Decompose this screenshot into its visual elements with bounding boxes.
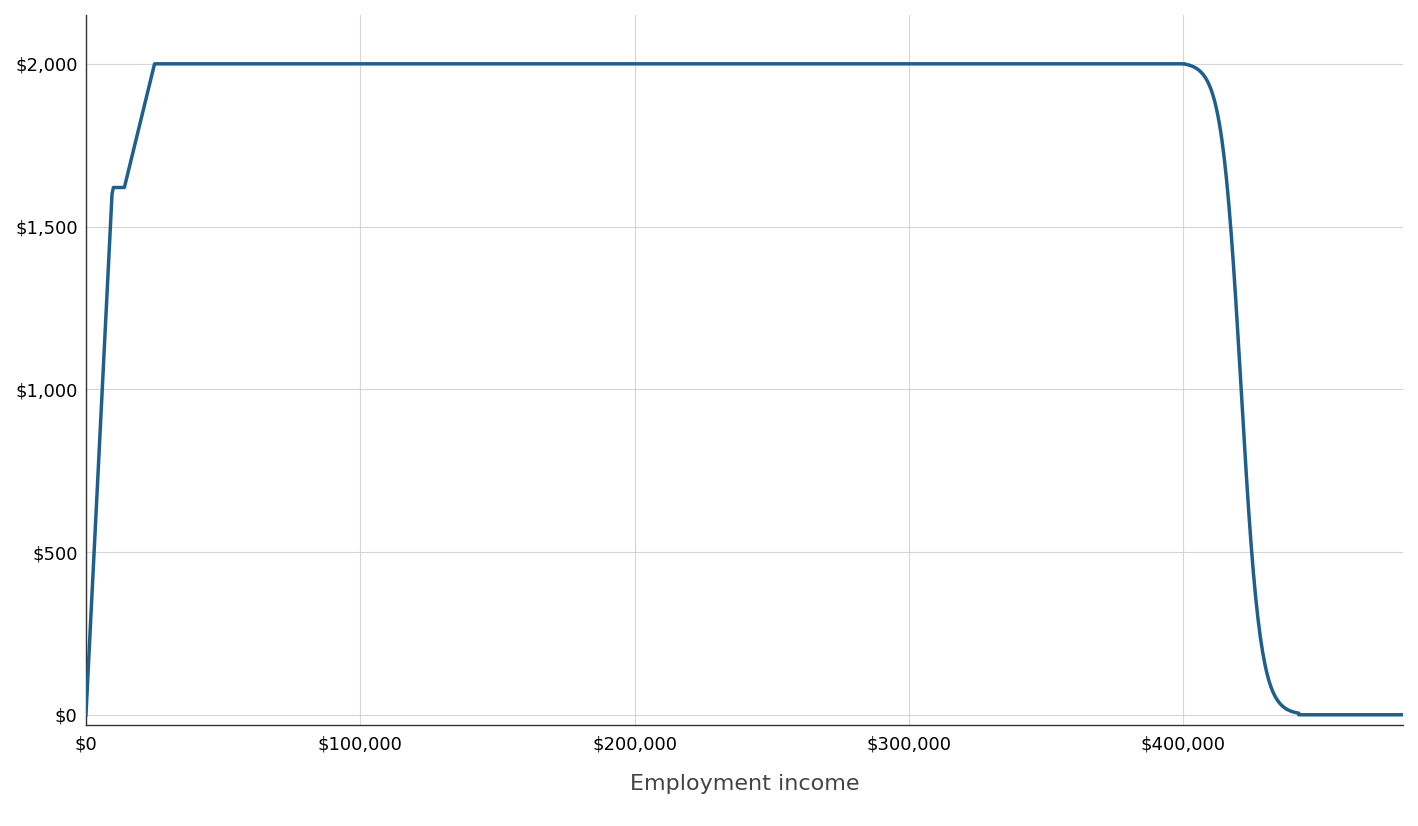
X-axis label: Employment income: Employment income bbox=[630, 775, 859, 795]
